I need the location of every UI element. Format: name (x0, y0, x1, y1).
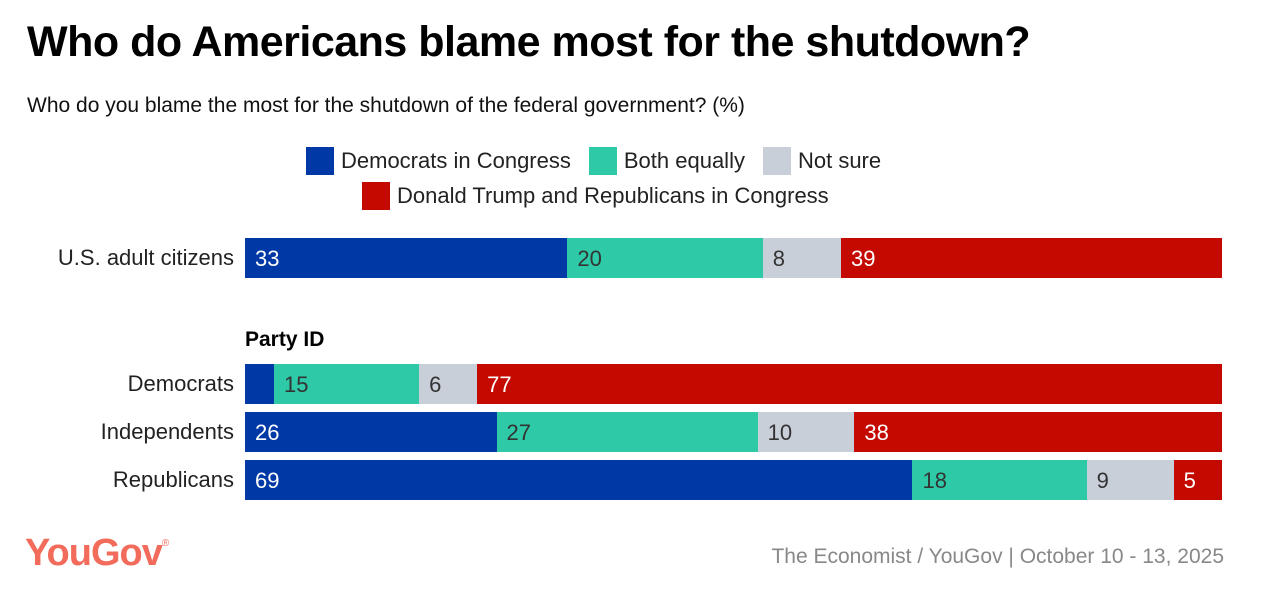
bar-segment: 9 (1086, 460, 1174, 500)
data-label: 5 (1183, 468, 1196, 493)
legend-swatch (306, 147, 334, 175)
stacked-bar: 26 27 10 38 (245, 412, 1222, 452)
bar-segment: 5 (1173, 460, 1222, 500)
data-label: 69 (255, 468, 280, 493)
bar-segment: 10 (757, 412, 855, 452)
legend-label: Democrats in Congress (341, 148, 571, 173)
legend-item-republicans: Donald Trump and Republicans in Congress (362, 182, 829, 210)
data-label: 39 (850, 246, 876, 271)
yougov-logo: YouGov® (25, 532, 169, 574)
data-label: 26 (255, 420, 280, 445)
source-note: The Economist / YouGov | October 10 - 13… (771, 545, 1224, 568)
stacked-bar: 69 18 9 5 (245, 460, 1222, 500)
data-label: 18 (922, 468, 947, 493)
stacked-bar: 15 6 77 (245, 364, 1222, 404)
legend-label: Not sure (797, 148, 882, 173)
data-label: 10 (767, 420, 793, 445)
bar-segment: 18 (912, 460, 1087, 500)
legend-row-2: Donald Trump and Republicans in Congress (362, 182, 829, 210)
bar-segment (245, 364, 275, 404)
data-label: 38 (864, 420, 889, 445)
legend-swatch (762, 147, 791, 175)
chart-subtitle: Who do you blame the most for the shutdo… (27, 94, 745, 117)
row-label: U.S. adult citizens (57, 245, 234, 270)
data-label: 15 (284, 372, 309, 397)
stacked-bar: 33 20 8 39 (245, 238, 1222, 278)
bar-segment: 6 (419, 364, 478, 404)
data-label: 8 (772, 246, 786, 271)
data-label: 9 (1096, 468, 1109, 493)
data-label: 33 (255, 246, 280, 271)
bar-segment: 39 (840, 238, 1222, 278)
legend-row-1: Democrats in Congress Both equally Not s… (306, 147, 881, 175)
bar-segment: 15 (274, 364, 420, 404)
row-label: Democrats (127, 371, 234, 396)
row-label: Independents (100, 419, 234, 444)
legend-item-democrats: Democrats in Congress (306, 147, 571, 175)
legend-label: Donald Trump and Republicans in Congress (397, 183, 829, 208)
legend-swatch (362, 182, 390, 210)
bar-segment: 8 (762, 238, 841, 278)
bar-segment: 38 (854, 412, 1222, 452)
row-label: Republicans (112, 467, 234, 492)
group-heading-party-id: Party ID (245, 328, 325, 351)
bar-segment: 33 (245, 238, 568, 278)
data-label: 20 (577, 246, 602, 271)
legend-item-both: Both equally (588, 147, 745, 175)
data-label: 27 (506, 420, 531, 445)
bar-segment: 26 (245, 412, 497, 452)
data-label: 77 (487, 372, 512, 397)
bar-segment: 69 (245, 460, 913, 500)
bar-segment: 27 (496, 412, 758, 452)
data-label: 6 (429, 372, 442, 397)
legend-item-not-sure: Not sure (762, 147, 882, 175)
bar-segment: 77 (477, 364, 1222, 404)
bar-segment: 20 (567, 238, 763, 278)
legend-swatch (588, 147, 617, 175)
chart-title: Who do Americans blame most for the shut… (27, 18, 1031, 66)
legend-label: Both equally (623, 148, 745, 173)
